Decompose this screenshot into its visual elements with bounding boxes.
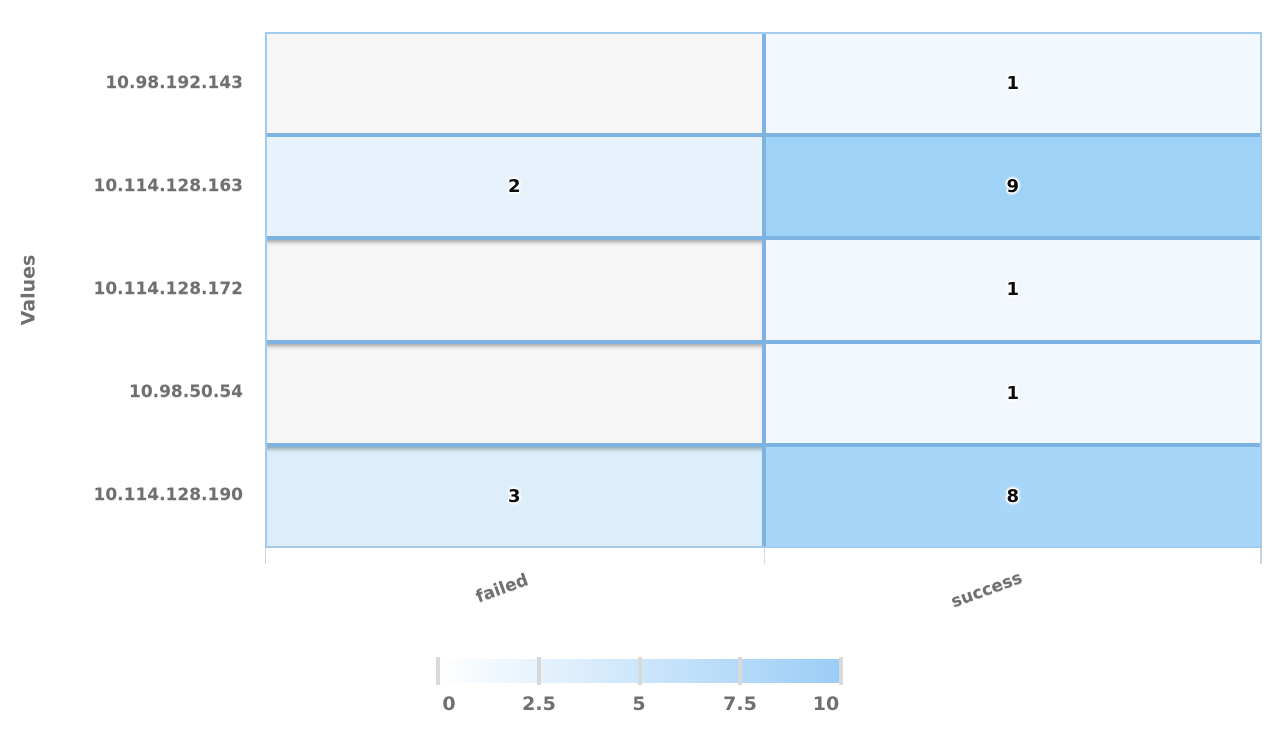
legend-tick-label: 7.5	[723, 693, 757, 715]
legend-tick	[637, 657, 642, 685]
legend-tick	[839, 657, 843, 685]
legend-tick	[436, 657, 440, 685]
heatmap-cell[interactable]: 2	[267, 137, 762, 237]
heatmap-cell[interactable]	[267, 343, 762, 443]
heatmap-cell[interactable]: 1	[765, 34, 1260, 134]
column-label: success	[948, 568, 1025, 613]
heatmap-cell[interactable]	[267, 34, 762, 134]
legend-tick-label: 0	[442, 693, 456, 715]
heatmap-cell[interactable]: 1	[765, 240, 1260, 340]
x-axis-divider	[764, 548, 765, 564]
legend-tick	[738, 657, 743, 685]
row-label: 10.114.128.172	[93, 279, 244, 299]
row-label: 10.98.50.54	[128, 381, 243, 402]
row-label: 10.114.128.163	[93, 176, 244, 197]
legend-tick-label: 5	[632, 693, 646, 715]
heatmap-cell[interactable]: 3	[267, 446, 762, 546]
color-legend: 0 2.5 5 7.5 10	[436, 657, 843, 715]
legend-tick-label: 2.5	[522, 693, 556, 715]
legend-tick	[536, 657, 541, 685]
heatmap-cell[interactable]: 8	[765, 446, 1260, 546]
heatmap-cell[interactable]: 9	[765, 137, 1260, 237]
row-label: 10.98.192.143	[105, 73, 243, 94]
column-label: failed	[473, 570, 531, 608]
x-axis-strip	[265, 548, 1262, 564]
row-label: 10.114.128.190	[93, 484, 244, 505]
legend-tick-label: 10	[812, 693, 840, 715]
heatmap-cell[interactable]	[267, 240, 762, 340]
heatmap-cell[interactable]: 1	[765, 343, 1260, 443]
